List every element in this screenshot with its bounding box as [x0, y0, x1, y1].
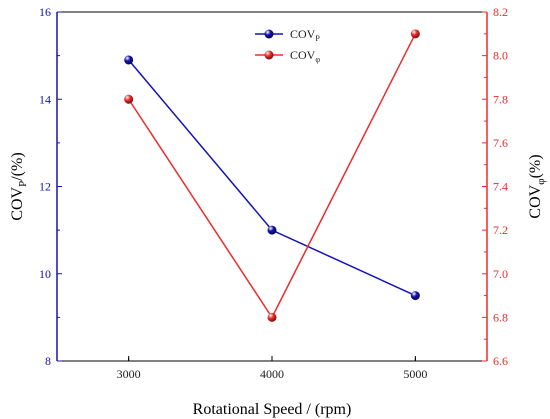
- left-y-axis-title: COVP/(%): [9, 152, 29, 220]
- right-y-tick-label: 7.0: [493, 267, 508, 281]
- right-y-tick-label: 7.8: [493, 92, 508, 106]
- data-point-1-0: [124, 94, 134, 104]
- right-y-tick-label: 7.6: [493, 136, 508, 150]
- data-point-0-1: [267, 225, 277, 235]
- x-tick-label: 3000: [117, 367, 141, 381]
- left-y-tick-label: 12: [39, 180, 51, 194]
- x-tick-label: 4000: [260, 367, 284, 381]
- legend-entry-1: COVφ: [290, 48, 320, 64]
- left-y-tick-label: 14: [39, 92, 51, 106]
- legend-entry-0: COVP: [290, 27, 320, 43]
- legend-marker-1: [264, 50, 274, 60]
- right-y-tick-label: 6.8: [493, 310, 508, 324]
- data-point-1-1: [267, 312, 277, 322]
- right-y-tick-label: 8.0: [493, 49, 508, 63]
- series-line-1: [128, 33, 417, 319]
- right-y-tick-label: 8.2: [493, 5, 508, 19]
- right-y-tick-label: 7.4: [493, 180, 508, 194]
- right-y-tick-label: 6.6: [493, 354, 508, 368]
- x-tick-label: 5000: [403, 367, 427, 381]
- left-y-tick-label: 16: [39, 5, 51, 19]
- data-point-0-0: [124, 55, 134, 65]
- series-line-0: [128, 59, 416, 297]
- data-point-0-2: [410, 291, 420, 301]
- left-y-tick-label: 8: [45, 354, 51, 368]
- legend-marker-0: [264, 29, 274, 39]
- right-y-axis-title: COVφ(%): [527, 154, 547, 218]
- left-y-tick-label: 10: [39, 267, 51, 281]
- right-y-tick-label: 7.2: [493, 223, 508, 237]
- x-axis-title: Rotational Speed / (rpm): [193, 401, 352, 418]
- data-point-1-2: [410, 29, 420, 39]
